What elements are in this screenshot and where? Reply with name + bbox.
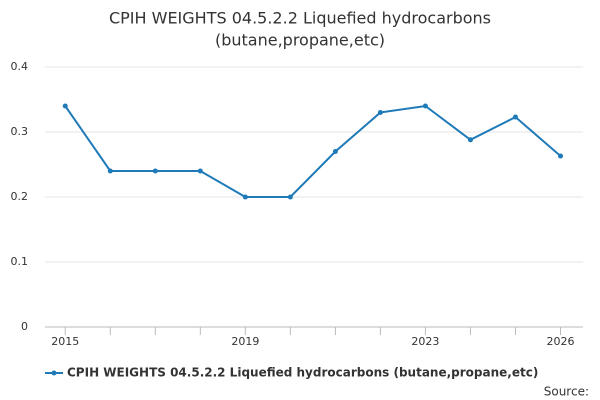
point — [332, 149, 338, 154]
y-tick-label: 0.4 — [11, 60, 29, 73]
point — [287, 194, 293, 200]
legend-swatch-point — [51, 370, 57, 376]
point — [377, 110, 383, 115]
series-line — [64, 104, 562, 198]
y-tick-label: 0 — [21, 320, 28, 333]
point — [107, 168, 113, 174]
chart-title: CPIH WEIGHTS 04.5.2.2 Liquefied hydrocar… — [109, 9, 491, 28]
point — [512, 114, 518, 120]
point — [152, 168, 158, 174]
point — [422, 103, 428, 109]
x-tick-label: 2015 — [51, 335, 79, 348]
chart-title: (butane,propane,etc) — [215, 31, 385, 50]
point — [197, 168, 203, 174]
point — [467, 137, 473, 143]
y-tick-label: 0.3 — [11, 125, 29, 138]
x-tick-label: 2026 — [546, 335, 574, 348]
y-tick-label: 0.1 — [11, 255, 29, 268]
point — [242, 194, 248, 200]
source: Source: — [544, 385, 589, 399]
point — [62, 103, 68, 109]
point — [557, 153, 563, 159]
y-tick-label: 0.2 — [11, 190, 29, 203]
x-tick-label: 2023 — [411, 335, 439, 348]
x-tick-label: 2019 — [231, 335, 259, 348]
legend-label: CPIH WEIGHTS 04.5.2.2 Liquefied hydrocar… — [67, 366, 538, 380]
